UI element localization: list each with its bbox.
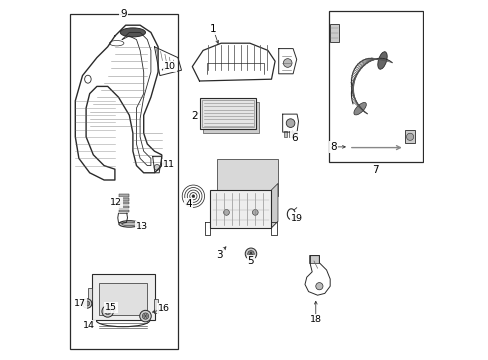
Text: 8: 8 [330, 142, 336, 152]
Circle shape [315, 283, 322, 290]
Circle shape [102, 306, 113, 317]
Bar [153, 299, 158, 313]
Bar [88, 288, 92, 302]
Text: 19: 19 [290, 214, 302, 223]
Text: 3: 3 [216, 249, 222, 260]
Circle shape [252, 210, 258, 215]
Bar [203, 102, 259, 133]
Circle shape [104, 308, 111, 315]
Bar [118, 210, 129, 212]
Bar [328, 11, 422, 162]
Text: 2: 2 [190, 111, 197, 121]
Circle shape [82, 299, 92, 308]
Bar [91, 274, 154, 320]
Bar [210, 190, 271, 228]
Text: 18: 18 [309, 315, 321, 324]
Ellipse shape [122, 222, 137, 226]
Text: 15: 15 [105, 303, 117, 312]
Bar [329, 24, 338, 42]
Text: 6: 6 [291, 132, 298, 143]
Text: 7: 7 [372, 165, 378, 175]
Circle shape [285, 119, 294, 127]
Bar [216, 159, 277, 197]
Circle shape [406, 133, 413, 140]
Ellipse shape [120, 28, 145, 37]
Bar [283, 131, 286, 137]
Bar [118, 198, 129, 201]
Bar [202, 100, 254, 127]
Text: 13: 13 [136, 222, 148, 231]
Bar [118, 202, 129, 204]
Circle shape [247, 251, 254, 257]
Text: 9: 9 [121, 9, 127, 19]
Circle shape [244, 248, 256, 260]
Bar [404, 130, 415, 143]
Text: 1: 1 [209, 24, 216, 34]
Text: 10: 10 [163, 62, 176, 71]
Text: 14: 14 [82, 321, 94, 330]
Bar [99, 283, 147, 315]
Circle shape [140, 310, 151, 322]
Bar [294, 131, 297, 137]
Ellipse shape [353, 103, 366, 115]
Bar [70, 14, 178, 349]
Text: 4: 4 [185, 199, 192, 210]
Bar [309, 255, 319, 263]
Circle shape [192, 195, 194, 198]
Text: 5: 5 [247, 256, 254, 266]
Circle shape [142, 313, 148, 319]
Text: 17: 17 [74, 299, 85, 307]
Text: 12: 12 [110, 198, 122, 207]
Polygon shape [210, 221, 277, 228]
Bar [288, 131, 291, 137]
Ellipse shape [377, 52, 386, 69]
Circle shape [154, 165, 160, 170]
Polygon shape [271, 184, 277, 228]
Ellipse shape [119, 221, 140, 227]
Circle shape [84, 301, 89, 306]
Circle shape [223, 210, 229, 215]
Circle shape [283, 59, 291, 67]
Text: 16: 16 [158, 304, 170, 313]
Text: 11: 11 [163, 160, 175, 169]
Bar [118, 206, 129, 208]
Bar [200, 98, 256, 129]
Bar [118, 194, 129, 197]
